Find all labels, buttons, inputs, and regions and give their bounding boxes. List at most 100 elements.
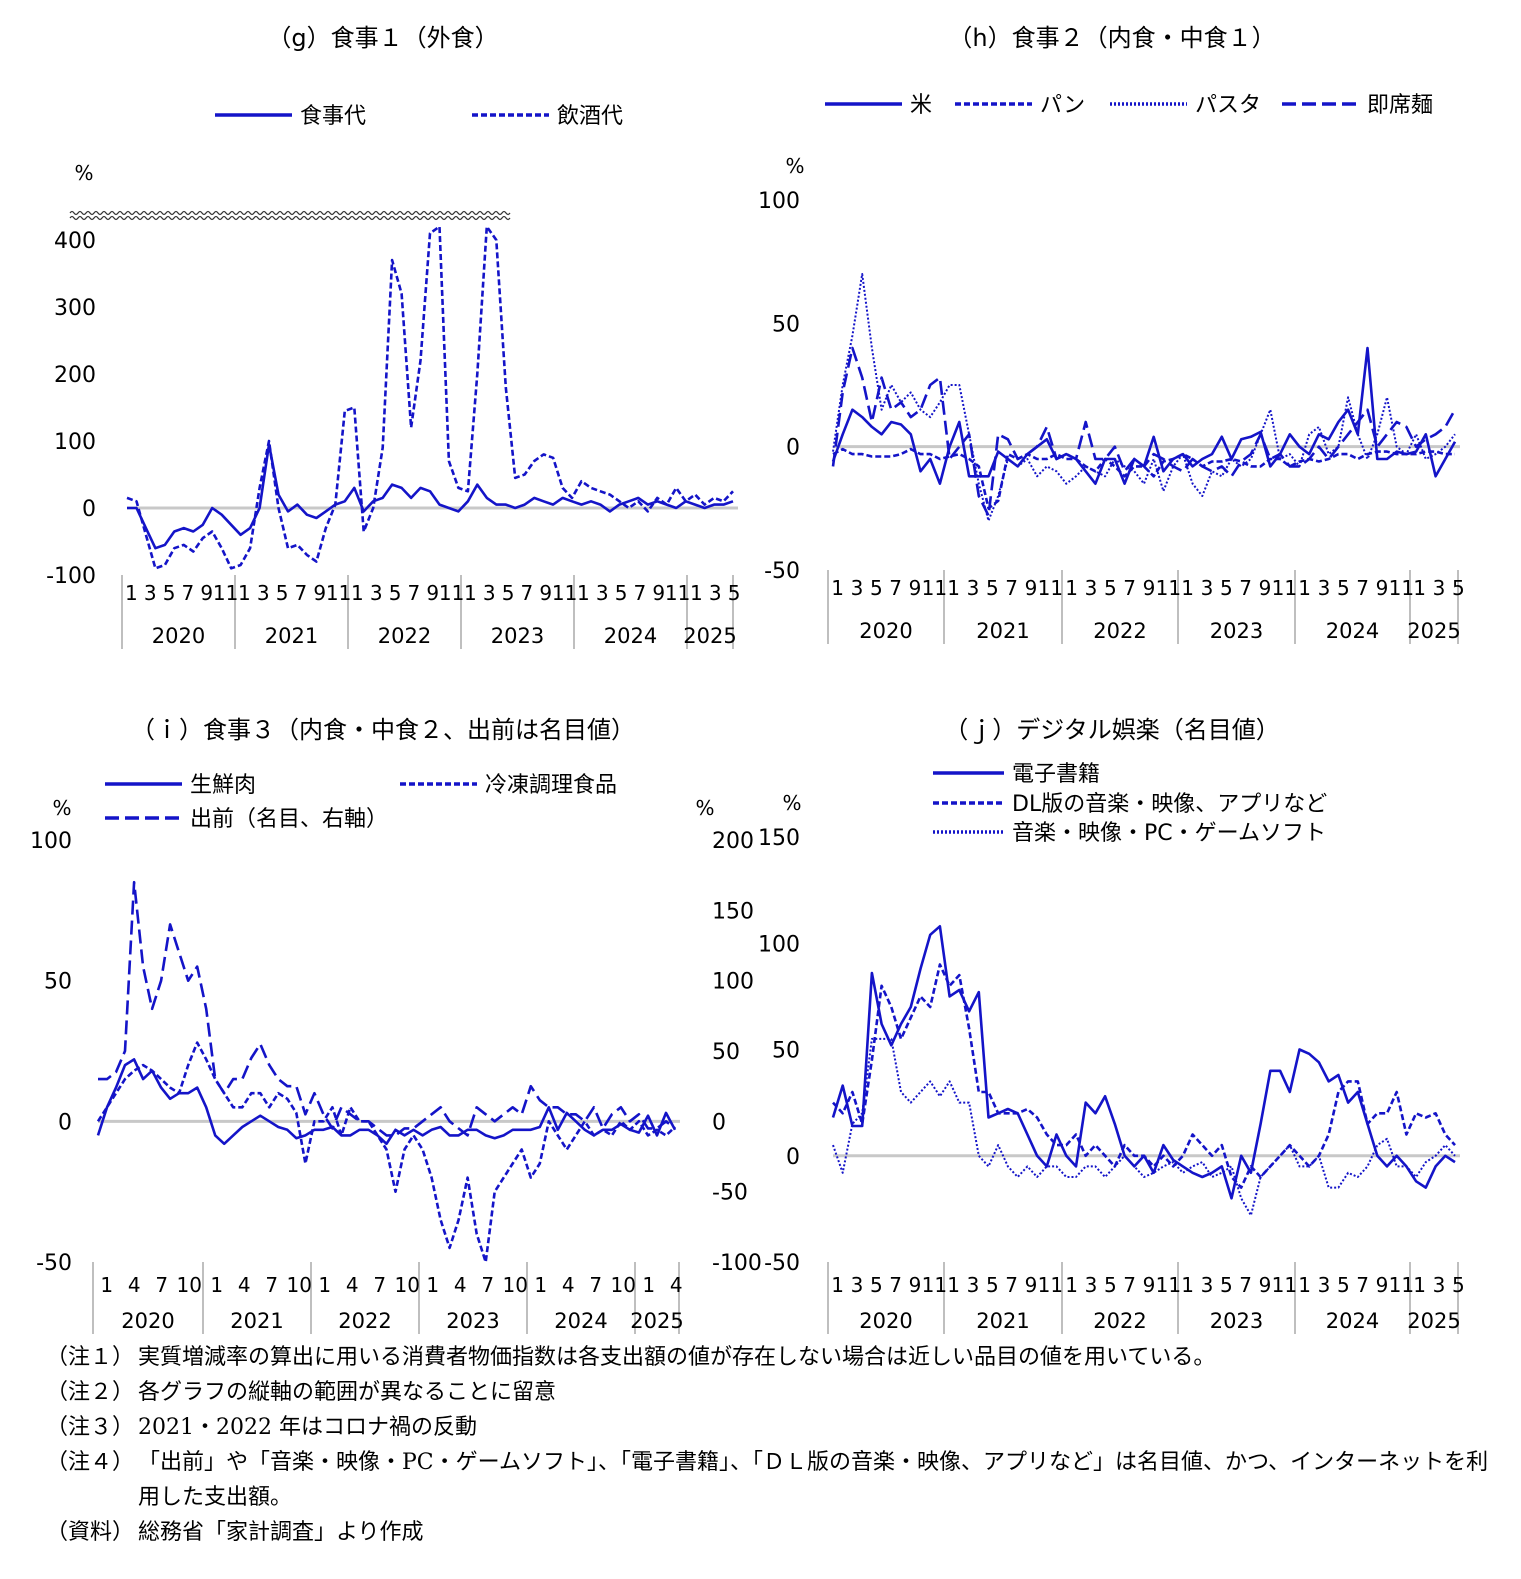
y-tick-label: -50	[764, 1251, 800, 1276]
y-tick-label: 50	[772, 1039, 800, 1064]
unit-label: %	[74, 161, 93, 185]
y-tick-label: 0	[82, 497, 96, 522]
source-note: （資料） 総務省「家計調査」より作成	[46, 1515, 1506, 1550]
y-tick-label-right: 200	[712, 829, 754, 854]
x-month-label: 11	[1272, 576, 1297, 600]
x-month-label: 3	[1201, 1273, 1214, 1297]
axis-break-mark	[69, 210, 511, 221]
legend-label: 生鮮肉	[190, 773, 256, 798]
x-month-label: 1	[464, 581, 477, 605]
y-tick-label-right: 100	[712, 970, 754, 995]
x-month-label: 3	[967, 576, 980, 600]
x-month-label: 1	[947, 1273, 960, 1297]
note-label: （注３）	[46, 1415, 135, 1440]
x-month-label: 3	[370, 581, 383, 605]
x-month-label: 5	[986, 1273, 999, 1297]
x-month-label: 9	[1025, 576, 1038, 600]
x-month-label: 5	[1104, 1273, 1117, 1297]
x-month-label: 5	[1337, 1273, 1350, 1297]
y-tick-label: 200	[54, 363, 96, 388]
x-month-label: 3	[851, 576, 864, 600]
x-year-label: 2020	[859, 619, 912, 643]
note-text: 総務省「家計調査」より作成	[138, 1520, 424, 1545]
x-month-label: 1	[1298, 576, 1311, 600]
y-tick-label: 0	[58, 1110, 72, 1135]
x-month-label: 4	[562, 1273, 575, 1297]
series-line-3	[832, 273, 1456, 522]
x-year-label: 2024	[1326, 1309, 1379, 1333]
x-month-label: 7	[521, 581, 534, 605]
y-tick-label: 50	[44, 970, 72, 995]
note-1: （注１） 実質増減率の算出に用いる消費者物価指数は各支出額の値が存在しない場合は近…	[46, 1340, 1506, 1375]
x-month-label: 7	[373, 1273, 386, 1297]
x-month-label: 3	[1433, 1273, 1446, 1297]
unit-label-left: %	[52, 796, 71, 820]
x-month-label: 1	[318, 1273, 331, 1297]
x-month-label: 10	[503, 1273, 528, 1297]
x-month-label: 3	[709, 581, 722, 605]
legend-label: パスタ	[1195, 93, 1261, 118]
x-year-label: 2022	[1093, 1309, 1146, 1333]
y-tick-label: -50	[764, 559, 800, 584]
x-month-label: 11	[439, 581, 464, 605]
y-tick-label: 0	[786, 436, 800, 461]
x-month-label: 7	[481, 1273, 494, 1297]
legend-label: 音楽・映像・PC・ゲームソフト	[1012, 821, 1326, 846]
x-month-label: 1	[534, 1273, 547, 1297]
chart-title: （h）食事２（内食・中食１）	[948, 24, 1275, 52]
legend-label: 食事代	[300, 104, 366, 129]
x-month-label: 3	[1318, 1273, 1331, 1297]
x-month-label: 9	[1259, 1273, 1272, 1297]
x-month-label: 7	[182, 581, 195, 605]
x-month-label: 1	[426, 1273, 439, 1297]
x-month-label: 7	[408, 581, 421, 605]
x-year-label: 2023	[446, 1309, 499, 1333]
y-tick-label-right: -50	[712, 1181, 748, 1206]
note-3: （注３） 2021・2022 年はコロナ禍の反動	[46, 1410, 1506, 1445]
x-month-label: 10	[287, 1273, 312, 1297]
x-month-label: 3	[483, 581, 496, 605]
note-label: （資料）	[46, 1520, 135, 1545]
x-month-label: 1	[1181, 576, 1194, 600]
x-month-label: 5	[986, 576, 999, 600]
x-month-label: 7	[1123, 1273, 1136, 1297]
x-month-label: 1	[1413, 1273, 1426, 1297]
x-month-label: 5	[1452, 576, 1465, 600]
y-tick-label-right: -100	[712, 1251, 762, 1276]
x-month-label: 3	[1201, 576, 1214, 600]
y-tick-label: 100	[758, 932, 800, 957]
legend-label: 米	[910, 93, 932, 118]
legend-label: 冷凍調理食品	[485, 773, 617, 798]
x-month-label: 5	[1337, 576, 1350, 600]
x-month-label: 3	[596, 581, 609, 605]
y-tick-label: 50	[772, 312, 800, 337]
x-month-label: 3	[1433, 576, 1446, 600]
x-year-label: 2021	[976, 619, 1029, 643]
x-month-label: 1	[125, 581, 138, 605]
x-year-label: 2023	[1210, 619, 1263, 643]
x-month-label: 1	[1181, 1273, 1194, 1297]
x-month-label: 9	[1025, 1273, 1038, 1297]
unit-label: %	[785, 154, 804, 178]
x-month-label: 5	[728, 581, 741, 605]
chart-i: （ｉ）食事３（内食・中食２、出前は名目値）% %100500-5020015010…	[30, 716, 762, 1334]
x-month-label: 1	[642, 1273, 655, 1297]
x-month-label: 1	[238, 581, 251, 605]
x-month-label: 5	[389, 581, 402, 605]
x-month-label: 1	[1065, 1273, 1078, 1297]
x-month-label: 1	[1298, 1273, 1311, 1297]
x-month-label: 7	[1356, 1273, 1369, 1297]
legend-label: パン	[1040, 93, 1085, 118]
x-month-label: 1	[831, 1273, 844, 1297]
x-month-label: 9	[200, 581, 213, 605]
x-month-label: 7	[1356, 576, 1369, 600]
note-text: 「出前」や「音楽・映像・PC・ゲームソフト」、「電子書籍」、「ＤＬ版の音楽・映像…	[138, 1450, 1489, 1510]
note-text: 実質増減率の算出に用いる消費者物価指数は各支出額の値が存在しない場合は近しい品目…	[138, 1345, 1216, 1370]
x-month-label: 5	[870, 1273, 883, 1297]
x-year-label: 2021	[265, 624, 318, 648]
x-month-label: 7	[155, 1273, 168, 1297]
chart-title: （g）食事１（外食）	[267, 24, 498, 52]
unit-label: %	[782, 791, 801, 815]
x-month-label: 5	[615, 581, 628, 605]
x-month-label: 1	[210, 1273, 223, 1297]
